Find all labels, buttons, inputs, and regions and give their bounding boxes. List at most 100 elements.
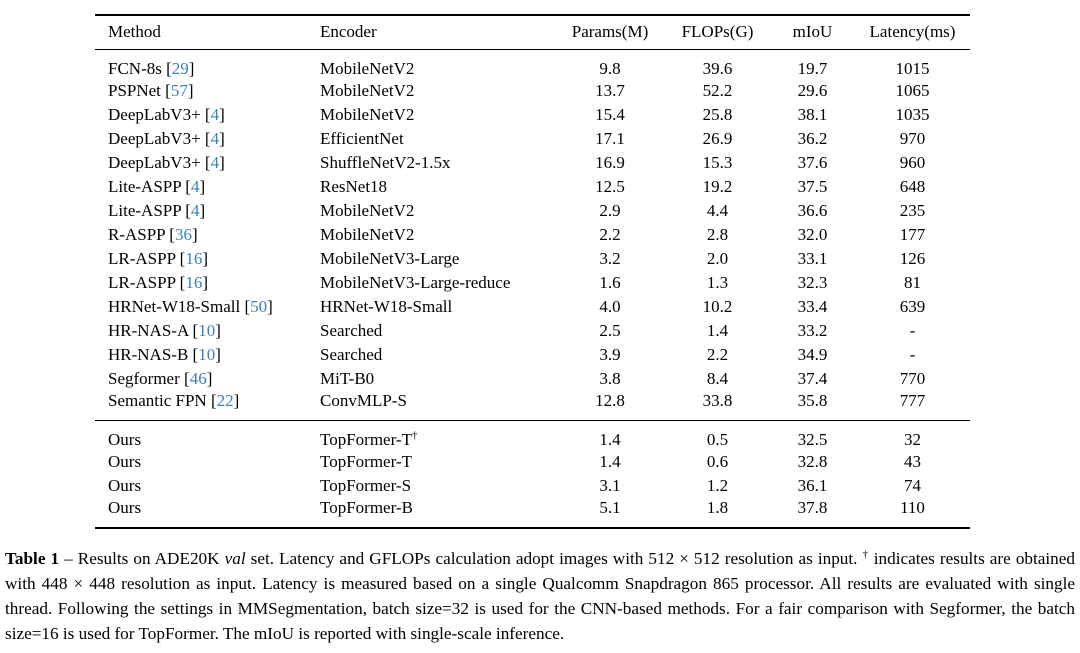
encoder-label: MobileNetV2 [320, 80, 415, 100]
method-cell: DeepLabV3+ [4] [95, 127, 310, 151]
miou-cell: 33.1 [797, 248, 828, 268]
latency-cell: 639 [899, 296, 926, 316]
flops-cell: 39.6 [702, 58, 733, 78]
miou-cell: 36.1 [797, 475, 828, 495]
encoder-label: MiT-B0 [320, 368, 375, 388]
miou-cell: 34.9 [797, 344, 828, 364]
citation-bracket: [29] [161, 58, 195, 78]
method-cell: HR-NAS-B [10] [95, 343, 310, 367]
miou-cell: 29.6 [797, 80, 828, 100]
latency-cell: 235 [899, 200, 926, 220]
flops-cell: 1.3 [706, 272, 729, 292]
latency-cell: 648 [899, 176, 926, 196]
encoder-cell: TopFormer-S [310, 474, 555, 498]
encoder-label: MobileNetV3-Large [320, 248, 460, 268]
flops-cell: 1.4 [706, 320, 729, 340]
latency-cell: - [909, 320, 916, 340]
encoder-cell: MobileNetV2 [310, 49, 555, 79]
citation-bracket: [57] [160, 80, 194, 100]
caption-segment: † [862, 547, 869, 560]
encoder-cell: MobileNetV3-Large [310, 247, 555, 271]
params-cell: 13.7 [595, 80, 625, 100]
caption-segment: Table 1 [5, 548, 60, 568]
caption-segment: set. Latency and GFLOPs calculation adop… [245, 548, 863, 568]
method-cell: Lite-ASPP [4] [95, 199, 310, 223]
citation-link[interactable]: 16 [185, 272, 203, 292]
encoder-label: Searched [320, 320, 383, 340]
method-cell: LR-ASPP [16] [95, 271, 310, 295]
method-cell: HRNet-W18-Small [50] [95, 295, 310, 319]
table-row: Semantic FPN [22] ConvMLP-S 12.8 33.8 35… [95, 391, 970, 421]
latency-cell: 74 [904, 475, 921, 495]
flops-cell: 33.8 [702, 390, 733, 410]
citation-link[interactable]: 22 [216, 390, 234, 410]
citation-link[interactable]: 10 [198, 344, 216, 364]
table-row: PSPNet [57] MobileNetV2 13.7 52.2 29.6 1… [95, 79, 970, 103]
citation-link[interactable]: 4 [210, 128, 220, 148]
method-label: Lite-ASPP [108, 176, 182, 196]
table-row: HRNet-W18-Small [50] HRNet-W18-Small 4.0… [95, 295, 970, 319]
citation-link[interactable]: 4 [210, 104, 220, 124]
citation-link[interactable]: 46 [189, 368, 207, 388]
method-label: HRNet-W18-Small [108, 296, 241, 316]
params-cell: 12.5 [595, 176, 625, 196]
params-cell: 15.4 [595, 104, 625, 124]
encoder-cell: HRNet-W18-Small [310, 295, 555, 319]
flops-cell: 4.4 [706, 200, 729, 220]
method-cell: Semantic FPN [22] [95, 391, 310, 421]
miou-cell: 32.5 [797, 429, 828, 449]
latency-cell: 970 [899, 128, 926, 148]
method-label: DeepLabV3+ [108, 152, 201, 172]
method-cell: PSPNet [57] [95, 79, 310, 103]
flops-cell: 25.8 [702, 104, 733, 124]
encoder-label: ShuffleNetV2-1.5x [320, 152, 451, 172]
miou-cell: 19.7 [797, 58, 828, 78]
miou-cell: 36.2 [797, 128, 828, 148]
table-body-baselines: FCN-8s [29] MobileNetV2 9.8 39.6 19.7 10… [95, 49, 970, 420]
citation-bracket: [46] [179, 368, 213, 388]
table-row: R-ASPP [36] MobileNetV2 2.2 2.8 32.0 177 [95, 223, 970, 247]
citation-link[interactable]: 36 [174, 224, 192, 244]
encoder-label: MobileNetV2 [320, 104, 415, 124]
citation-link[interactable]: 4 [190, 176, 200, 196]
citation-link[interactable]: 57 [170, 80, 188, 100]
encoder-cell: MobileNetV2 [310, 199, 555, 223]
method-cell: Ours [95, 498, 310, 528]
params-cell: 2.9 [599, 200, 621, 220]
encoder-cell: ConvMLP-S [310, 391, 555, 421]
encoder-cell: MobileNetV2 [310, 223, 555, 247]
latency-cell: 177 [899, 224, 926, 244]
miou-cell: 33.2 [797, 320, 828, 340]
method-label: PSPNet [108, 80, 161, 100]
citation-link[interactable]: 29 [171, 58, 189, 78]
table-row: FCN-8s [29] MobileNetV2 9.8 39.6 19.7 10… [95, 49, 970, 79]
table-row: Lite-ASPP [4] MobileNetV2 2.9 4.4 36.6 2… [95, 199, 970, 223]
flops-cell: 26.9 [702, 128, 733, 148]
column-header-miou: mIoU [770, 15, 855, 50]
latency-cell: 32 [904, 429, 921, 449]
method-label: DeepLabV3+ [108, 104, 201, 124]
citation-link[interactable]: 4 [210, 152, 220, 172]
params-cell: 5.1 [599, 497, 621, 517]
method-label: HR-NAS-A [108, 320, 189, 340]
citation-link[interactable]: 4 [190, 200, 200, 220]
method-cell: R-ASPP [36] [95, 223, 310, 247]
method-label: LR-ASPP [108, 248, 176, 268]
results-table: Method Encoder Params(M) FLOPs(G) mIoU L… [95, 14, 970, 529]
citation-bracket: [4] [200, 104, 225, 124]
latency-cell: 81 [904, 272, 921, 292]
column-header-encoder: Encoder [310, 15, 555, 50]
citation-link[interactable]: 16 [185, 248, 203, 268]
miou-cell: 37.5 [797, 176, 828, 196]
table-row: LR-ASPP [16] MobileNetV3-Large-reduce 1.… [95, 271, 970, 295]
latency-cell: 126 [899, 248, 926, 268]
citation-link[interactable]: 50 [250, 296, 268, 316]
encoder-cell: TopFormer-B [310, 498, 555, 528]
caption-segment: indicates results are obtained with 448 … [5, 548, 1075, 644]
params-cell: 17.1 [595, 128, 625, 148]
citation-link[interactable]: 10 [198, 320, 216, 340]
table-row: DeepLabV3+ [4] MobileNetV2 15.4 25.8 38.… [95, 103, 970, 127]
encoder-cell: TopFormer-T† [310, 420, 555, 450]
params-cell: 12.8 [595, 390, 625, 410]
latency-cell: 1015 [895, 58, 930, 78]
